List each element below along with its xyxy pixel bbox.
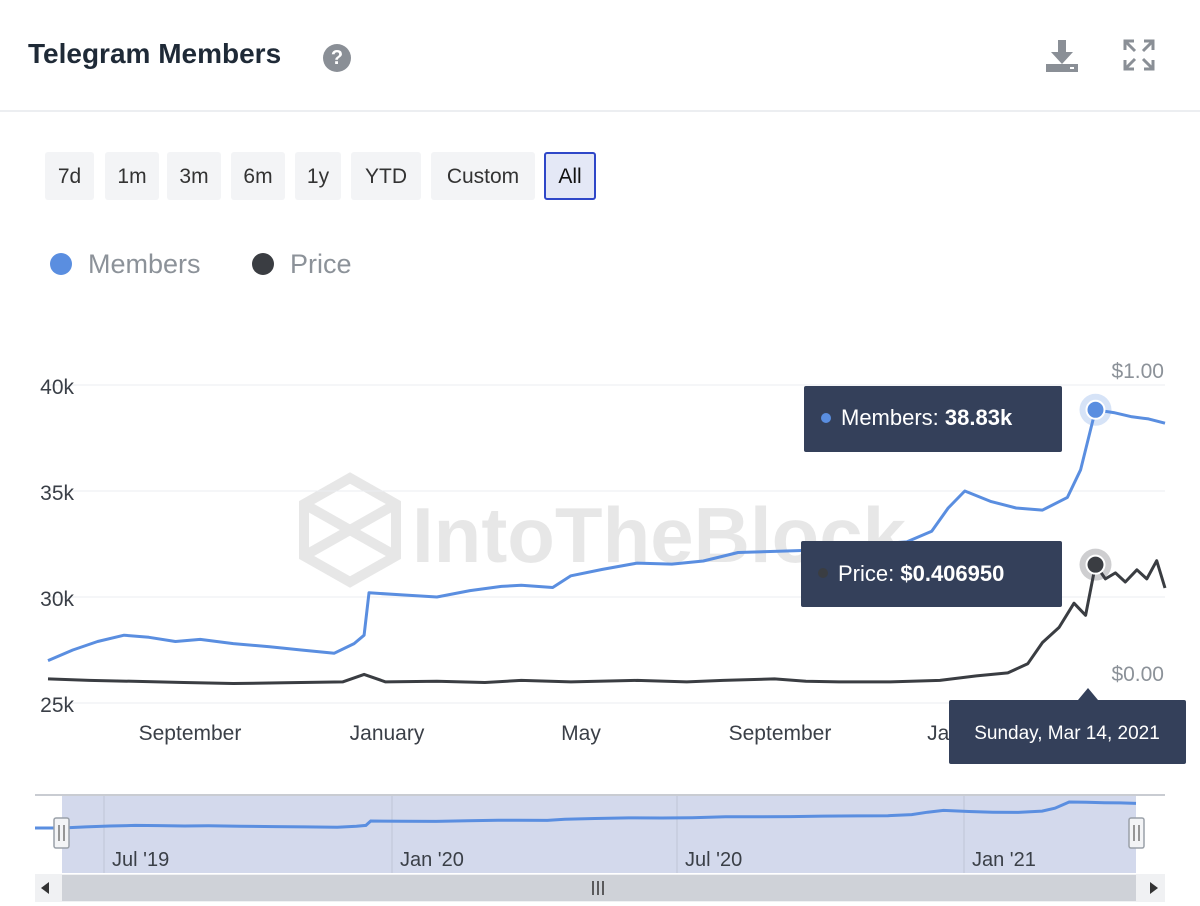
x-tick-label: Jan xyxy=(927,722,961,745)
y-left-tick-label: 30k xyxy=(40,588,74,611)
date-tooltip: Sunday, Mar 14, 2021 xyxy=(949,688,1186,764)
range-1y-button[interactable]: 1y xyxy=(295,152,341,200)
navigator-selection[interactable] xyxy=(62,796,1136,873)
x-tick-label: May xyxy=(561,722,601,745)
expand-icon[interactable] xyxy=(1122,38,1156,72)
help-icon[interactable]: ? xyxy=(323,44,351,72)
x-tick-label: September xyxy=(729,722,832,745)
page-title: Telegram Members xyxy=(28,38,282,69)
scrollbar[interactable] xyxy=(35,874,1165,902)
y-axis-left: 25k 30k 35k 40k xyxy=(40,376,74,717)
watermark-logo-icon xyxy=(299,472,401,588)
watermark-text: IntoTheBlock xyxy=(412,491,907,579)
legend-members[interactable]: Members xyxy=(50,248,201,280)
members-tooltip-marker xyxy=(821,413,831,423)
navigator-labels: Jul '19 Jan '20 Jul '20 Jan '21 xyxy=(112,849,1036,871)
x-tick-label: January xyxy=(350,722,425,745)
navigator-tick-label: Jul '19 xyxy=(112,849,169,871)
legend-price-marker xyxy=(252,253,274,275)
legend-members-marker xyxy=(50,253,72,275)
range-7d-button[interactable]: 7d xyxy=(45,152,94,200)
y-axis-right: $1.00 $0.00 xyxy=(1111,360,1164,686)
navigator: Jul '19 Jan '20 Jul '20 Jan '21 xyxy=(35,794,1165,873)
hover-markers xyxy=(1079,393,1112,581)
y-right-tick-label: $1.00 xyxy=(1111,360,1164,383)
navigator-right-handle[interactable] xyxy=(1128,817,1145,849)
members-hover-halo xyxy=(1079,393,1112,426)
y-left-tick-label: 25k xyxy=(40,694,74,717)
range-1m-button[interactable]: 1m xyxy=(105,152,159,200)
y-right-tick-label: $0.00 xyxy=(1111,663,1164,686)
range-6m-button[interactable]: 6m xyxy=(231,152,285,200)
members-tooltip-text: Members: 38.83k xyxy=(841,405,1013,430)
scroll-right-arrow-icon[interactable] xyxy=(1150,882,1158,894)
price-tooltip-marker xyxy=(818,568,828,578)
price-tooltip: Price: $0.406950 xyxy=(801,541,1062,607)
range-all-button[interactable]: All xyxy=(544,152,596,200)
range-3m-button[interactable]: 3m xyxy=(167,152,221,200)
price-hover-halo xyxy=(1079,548,1112,581)
range-ytd-button[interactable]: YTD xyxy=(351,152,421,200)
price-tooltip-label: Price: xyxy=(838,561,900,586)
watermark: IntoTheBlock xyxy=(299,472,907,588)
chart-header: Telegram Members ? xyxy=(0,0,1200,112)
x-axis: September January May September Jan xyxy=(139,722,961,745)
members-tooltip: Members: 38.83k xyxy=(804,386,1062,452)
members-tooltip-label: Members: xyxy=(841,405,945,430)
legend-price-label: Price xyxy=(290,249,352,279)
scrollbar-thumb[interactable] xyxy=(62,875,1136,901)
grid xyxy=(48,384,1165,704)
navigator-tick-label: Jan '20 xyxy=(400,849,464,871)
scroll-left-arrow-icon[interactable] xyxy=(41,882,49,894)
date-tooltip-text: Sunday, Mar 14, 2021 xyxy=(974,723,1160,744)
members-tooltip-value: 38.83k xyxy=(945,405,1013,430)
legend-members-label: Members xyxy=(88,249,201,279)
range-custom-button[interactable]: Custom xyxy=(431,152,535,200)
y-left-tick-label: 35k xyxy=(40,482,74,505)
members-hover-point xyxy=(1085,399,1106,420)
download-icon[interactable] xyxy=(1044,38,1080,74)
series-line-price xyxy=(47,559,1167,685)
navigator-grid xyxy=(103,796,965,873)
navigator-left-handle[interactable] xyxy=(53,817,70,849)
x-tick-label: September xyxy=(139,722,242,745)
y-left-tick-label: 40k xyxy=(40,376,74,399)
series-line-members xyxy=(47,408,1166,662)
legend-price[interactable]: Price xyxy=(252,248,352,280)
price-hover-point xyxy=(1085,554,1106,575)
navigator-tick-label: Jul '20 xyxy=(685,849,742,871)
navigator-members-line xyxy=(35,800,1137,830)
series-group xyxy=(47,408,1167,685)
navigator-tick-label: Jan '21 xyxy=(972,849,1036,871)
price-tooltip-value: $0.406950 xyxy=(900,561,1004,586)
price-tooltip-text: Price: $0.406950 xyxy=(838,561,1004,586)
